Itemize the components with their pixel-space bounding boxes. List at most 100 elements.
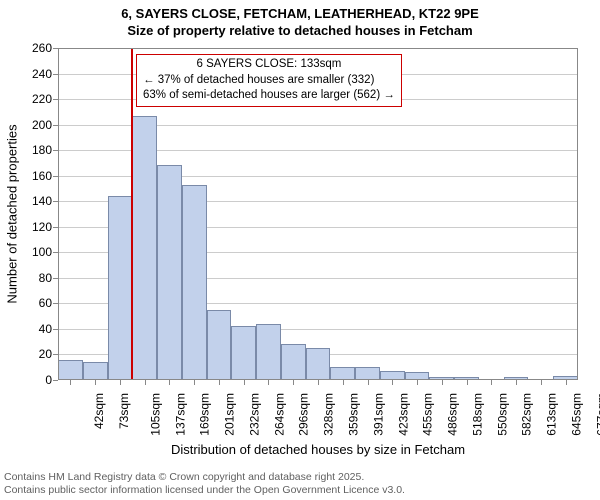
annotation-box: 6 SAYERS CLOSE: 133sqm← 37% of detached … (136, 54, 402, 107)
y-tick (53, 74, 58, 75)
reference-marker-line (131, 48, 133, 380)
x-axis-label: Distribution of detached houses by size … (171, 442, 465, 457)
annotation-line-2: ← 37% of detached houses are smaller (33… (143, 73, 395, 89)
y-tick (53, 176, 58, 177)
x-tick (541, 380, 542, 385)
y-tick-label: 220 (32, 92, 52, 106)
x-tick-label: 423sqm (396, 393, 410, 436)
x-tick-label: 232sqm (248, 393, 262, 436)
x-tick-label: 328sqm (322, 393, 336, 436)
x-tick (268, 380, 269, 385)
x-tick (70, 380, 71, 385)
footer-line-1: Contains HM Land Registry data © Crown c… (4, 471, 405, 485)
x-tick-label: 613sqm (545, 393, 559, 436)
y-tick-label: 100 (32, 245, 52, 259)
y-tick (53, 48, 58, 49)
histogram-bar (132, 116, 157, 380)
histogram-bar (83, 362, 108, 380)
histogram-bar (355, 367, 380, 380)
x-tick-label: 582sqm (520, 393, 534, 436)
x-tick-label: 391sqm (371, 393, 385, 436)
x-tick-label: 359sqm (347, 393, 361, 436)
y-tick-label: 80 (39, 271, 52, 285)
y-tick-label: 60 (39, 296, 52, 310)
histogram-bar (405, 372, 430, 380)
x-tick-label: 518sqm (471, 393, 485, 436)
x-tick (516, 380, 517, 385)
x-tick (368, 380, 369, 385)
x-tick (491, 380, 492, 385)
title-line-2: Size of property relative to detached ho… (0, 23, 600, 40)
chart-title: 6, SAYERS CLOSE, FETCHAM, LEATHERHEAD, K… (0, 6, 600, 40)
x-tick (318, 380, 319, 385)
x-tick (392, 380, 393, 385)
y-tick (53, 278, 58, 279)
footer-note: Contains HM Land Registry data © Crown c… (4, 471, 405, 498)
x-tick (442, 380, 443, 385)
x-tick-label: 73sqm (117, 393, 131, 429)
x-tick-label: 486sqm (446, 393, 460, 436)
y-tick (53, 354, 58, 355)
histogram-bar (306, 348, 331, 380)
y-tick-label: 160 (32, 169, 52, 183)
footer-line-2: Contains public sector information licen… (4, 484, 405, 498)
y-tick (53, 252, 58, 253)
x-tick (343, 380, 344, 385)
histogram-bar (330, 367, 355, 380)
plot-area: 02040608010012014016018020022024026042sq… (58, 48, 578, 380)
y-tick (53, 329, 58, 330)
histogram-bar (256, 324, 281, 380)
x-tick (145, 380, 146, 385)
x-tick-label: 264sqm (272, 393, 286, 436)
x-tick (95, 380, 96, 385)
y-tick (53, 227, 58, 228)
x-tick (293, 380, 294, 385)
histogram-bar (58, 360, 83, 380)
x-tick-label: 105sqm (149, 393, 163, 436)
x-tick-label: 201sqm (223, 393, 237, 436)
x-tick-label: 296sqm (297, 393, 311, 436)
y-tick-label: 120 (32, 220, 52, 234)
y-tick (53, 150, 58, 151)
title-line-1: 6, SAYERS CLOSE, FETCHAM, LEATHERHEAD, K… (0, 6, 600, 23)
x-tick (417, 380, 418, 385)
x-tick-label: 42sqm (92, 393, 106, 429)
annotation-line-3: 63% of semi-detached houses are larger (… (143, 88, 395, 104)
y-tick (53, 380, 58, 381)
y-tick (53, 303, 58, 304)
x-tick (566, 380, 567, 385)
y-tick-label: 20 (39, 347, 52, 361)
x-tick (467, 380, 468, 385)
y-tick-label: 180 (32, 143, 52, 157)
x-tick-label: 645sqm (570, 393, 584, 436)
x-tick (244, 380, 245, 385)
x-tick-label: 550sqm (495, 393, 509, 436)
y-tick-label: 240 (32, 67, 52, 81)
histogram-bar (108, 196, 133, 380)
histogram-bar (380, 371, 405, 380)
x-tick-label: 137sqm (173, 393, 187, 436)
y-tick-label: 200 (32, 118, 52, 132)
x-tick (219, 380, 220, 385)
y-tick-label: 260 (32, 41, 52, 55)
x-tick-label: 455sqm (421, 393, 435, 436)
y-tick-label: 0 (45, 373, 52, 387)
x-tick-label: 677sqm (594, 393, 600, 436)
y-tick-label: 40 (39, 322, 52, 336)
y-tick (53, 99, 58, 100)
chart-container: 6, SAYERS CLOSE, FETCHAM, LEATHERHEAD, K… (0, 0, 600, 500)
y-axis-label: Number of detached properties (5, 124, 20, 303)
y-tick (53, 125, 58, 126)
y-tick (53, 201, 58, 202)
histogram-bar (281, 344, 306, 380)
y-tick-label: 140 (32, 194, 52, 208)
histogram-bar (207, 310, 232, 380)
histogram-bar (182, 185, 207, 380)
x-tick-label: 169sqm (198, 393, 212, 436)
x-tick (194, 380, 195, 385)
histogram-bar (231, 326, 256, 380)
x-tick (120, 380, 121, 385)
histogram-bar (157, 165, 182, 380)
x-tick (169, 380, 170, 385)
annotation-line-1: 6 SAYERS CLOSE: 133sqm (143, 57, 395, 73)
